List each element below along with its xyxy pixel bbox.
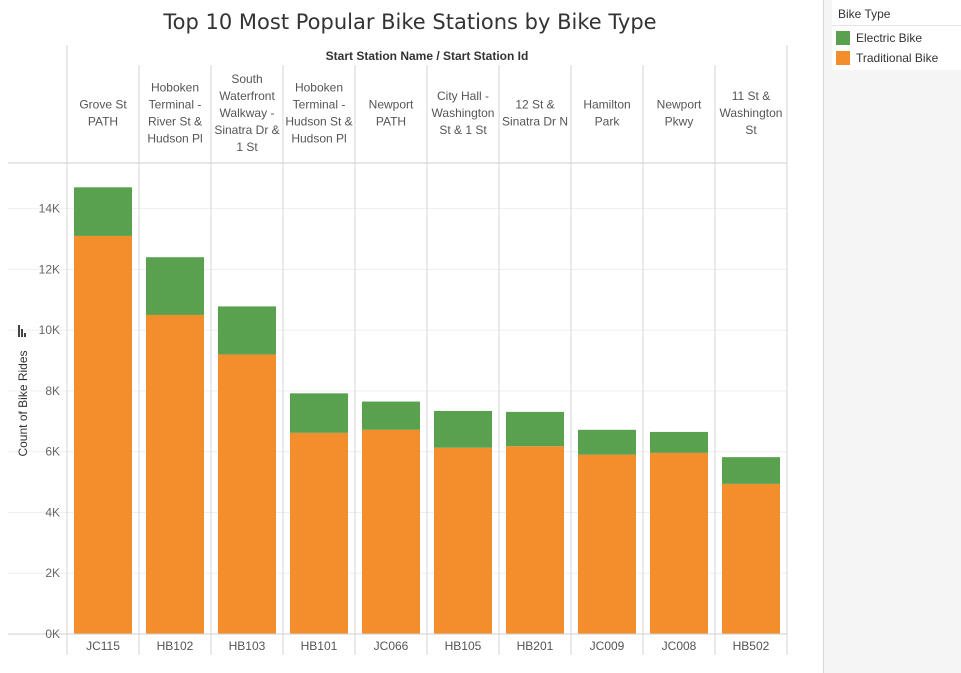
station-id-jc066: JC066 <box>374 639 409 653</box>
y-tick-label: 0K <box>45 627 60 641</box>
station-id-hb103: HB103 <box>229 639 266 653</box>
bar-hb201-electric[interactable] <box>506 411 564 447</box>
station-name-line: Hudson St & <box>285 115 352 129</box>
station-name-line: 11 St & <box>732 89 770 103</box>
bar-jc009-traditional[interactable] <box>578 454 636 634</box>
sort-icon-bar <box>24 333 26 337</box>
sort-icon-bar <box>18 325 20 337</box>
bar-hb105-electric[interactable] <box>434 410 492 448</box>
station-id-hb105: HB105 <box>445 639 482 653</box>
station-id-hb102: HB102 <box>157 639 194 653</box>
station-name-jc115: Grove St PATH <box>79 98 127 129</box>
y-tick-label: 12K <box>39 262 60 276</box>
bar-hb502-electric[interactable] <box>722 457 780 484</box>
y-tick-label: 2K <box>45 566 60 580</box>
legend-swatch-traditional-bike <box>836 51 850 65</box>
bar-hb102-traditional[interactable] <box>146 314 204 634</box>
station-name-hb201: 12 St & Sinatra Dr N <box>502 98 568 129</box>
bar-hb101-electric[interactable] <box>290 393 348 433</box>
station-name-line: South <box>231 72 262 86</box>
sort-icon-bar <box>21 329 23 337</box>
station-name-line: Waterfront <box>219 89 275 103</box>
station-name-line: Hudson Pl <box>291 132 346 146</box>
station-id-hb201: HB201 <box>517 639 554 653</box>
station-name-hb103: South Waterfront Walkway - Sinatra Dr & 1 St <box>214 72 279 154</box>
station-name-line: 1 St <box>236 140 258 154</box>
station-name-hb502: 11 St & Washington St <box>720 89 783 137</box>
legend-label-electric-bike: Electric Bike <box>856 31 923 45</box>
station-name-line: Terminal - <box>293 98 346 112</box>
station-name-line: St <box>745 123 757 137</box>
bar-hb103-electric[interactable] <box>218 306 276 355</box>
station-name-line: 12 St & <box>515 98 554 112</box>
column-header: Start Station Name / Start Station Id <box>326 49 529 63</box>
station-name-line: River St & <box>148 115 202 129</box>
station-name-line: Hamilton <box>583 98 630 112</box>
legend-divider <box>832 25 961 26</box>
y-axis-label: Count of Bike Rides <box>16 350 30 456</box>
station-id-jc009: JC009 <box>590 639 625 653</box>
station-name-line: Sinatra Dr & <box>214 123 279 137</box>
y-tick-label: 14K <box>39 202 60 216</box>
station-name-hb101: Hoboken Terminal - Hudson St & Hudson Pl <box>285 81 352 146</box>
station-name-line: Hoboken <box>295 81 343 95</box>
station-name-line: Sinatra Dr N <box>502 115 568 129</box>
legend: Bike Type Electric Bike Traditional Bike <box>832 0 961 70</box>
bar-hb201-traditional[interactable] <box>506 446 564 634</box>
station-name-line: Park <box>595 115 621 129</box>
bar-hb102-electric[interactable] <box>146 257 204 315</box>
station-name-jc066: Newport PATH <box>369 98 414 129</box>
bar-jc066-traditional[interactable] <box>362 429 420 634</box>
station-name-line: Pkwy <box>665 115 694 129</box>
station-name-line: Terminal - <box>149 98 202 112</box>
legend-swatch-electric-bike <box>836 31 850 45</box>
chart-area: 0K 2K 4K 6K 8K 10K 12K 14K Start Station Name / … <box>8 45 788 655</box>
bar-jc115-traditional[interactable] <box>74 235 132 635</box>
legend-title: Bike Type <box>838 7 891 21</box>
station-name-line: Grove St <box>79 98 127 112</box>
station-name-line: Hudson Pl <box>147 132 202 146</box>
y-tick-label: 4K <box>45 505 60 519</box>
legend-label-traditional-bike: Traditional Bike <box>856 51 939 65</box>
station-name-line: Walkway - <box>220 106 275 120</box>
station-name-line: Hoboken <box>151 81 199 95</box>
bar-hb103-traditional[interactable] <box>218 354 276 634</box>
station-name-hb105: City Hall - Washington St & 1 St <box>432 89 495 137</box>
bar-hb101-traditional[interactable] <box>290 432 348 634</box>
station-name-line: PATH <box>376 115 406 129</box>
bar-jc008-electric[interactable] <box>650 431 708 453</box>
station-name-line: Washington <box>432 106 495 120</box>
legend-panel: Bike Type Electric Bike Traditional Bike <box>823 0 961 673</box>
bar-jc008-traditional[interactable] <box>650 452 708 634</box>
bar-jc009-electric[interactable] <box>578 429 636 455</box>
station-name-hb102: Hoboken Terminal - River St & Hudson Pl <box>147 81 202 146</box>
y-tick-label: 10K <box>39 323 60 337</box>
sort-icon[interactable] <box>18 325 26 337</box>
station-name-line: Newport <box>657 98 702 112</box>
y-tick-label: 8K <box>45 384 60 398</box>
station-name-jc009: Hamilton Park <box>583 98 630 129</box>
station-id-jc008: JC008 <box>662 639 697 653</box>
station-id-jc115: JC115 <box>86 639 120 653</box>
station-name-line: City Hall - <box>437 89 489 103</box>
bar-hb502-traditional[interactable] <box>722 483 780 634</box>
chart-title: Top 10 Most Popular Bike Stations by Bik… <box>163 10 657 34</box>
station-name-line: St & 1 St <box>439 123 487 137</box>
legend-item-electric-bike[interactable]: Electric Bike <box>836 30 922 46</box>
station-name-jc008: Newport Pkwy <box>657 98 702 129</box>
bar-jc066-electric[interactable] <box>362 401 420 430</box>
bar-jc115-electric[interactable] <box>74 187 132 236</box>
station-id-hb502: HB502 <box>733 639 770 653</box>
station-name-line: Washington <box>720 106 783 120</box>
y-tick-label: 6K <box>45 445 60 459</box>
bar-hb105-traditional[interactable] <box>434 447 492 634</box>
station-name-line: Newport <box>369 98 414 112</box>
legend-item-traditional-bike[interactable]: Traditional Bike <box>836 50 938 66</box>
station-name-line: PATH <box>88 115 118 129</box>
station-id-hb101: HB101 <box>301 639 338 653</box>
